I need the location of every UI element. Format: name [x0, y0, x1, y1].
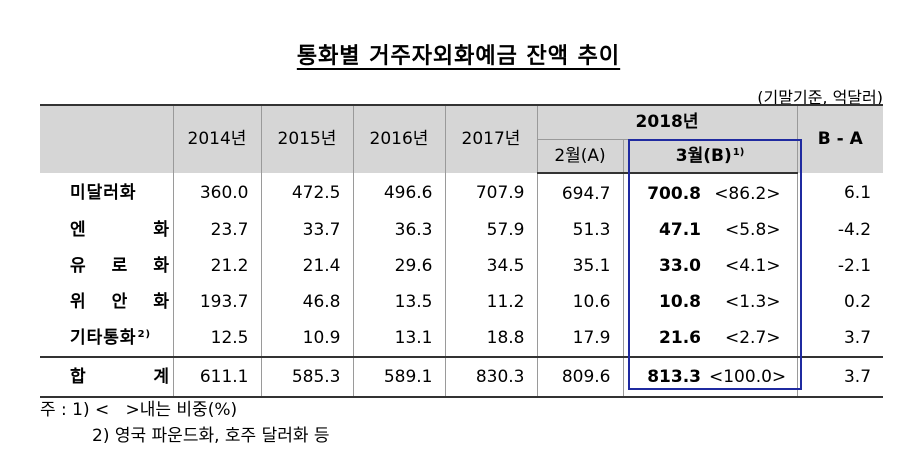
value-diff: -4.2: [796, 212, 884, 248]
header-2018: 2018년: [536, 104, 798, 140]
footnote-2: 2) 영국 파운드화, 호주 달러화 등: [92, 426, 330, 446]
value-diff: 3.7: [796, 320, 884, 357]
table-title: 통화별 거주자외화예금 잔액 추이: [296, 44, 621, 69]
value-2016: 589.1: [352, 356, 445, 398]
value-feb: 35.1: [536, 248, 623, 284]
value-mar: 700.8: [622, 173, 709, 212]
table-row: 유 로 화 21.2 21.4 29.6 34.5 35.1 33.0 <4.1> -2.1: [40, 248, 884, 284]
value-2014: 611.1: [172, 356, 261, 398]
table-row: 엔 화 23.7 33.7 36.3 57.9 51.3 47.1 <5.8> -4.2: [40, 212, 884, 248]
deposit-balance-table: 2014년 2015년 2016년 2017년 2018년 B - A 2월(A…: [40, 104, 884, 398]
value-2014: 193.7: [172, 284, 261, 320]
value-2017: 34.5: [444, 248, 537, 284]
value-2016: 13.1: [352, 320, 445, 357]
value-share: <1.3>: [725, 291, 781, 312]
value-2015: 46.8: [260, 284, 353, 320]
header-b-minus-a: B - A: [796, 104, 884, 173]
value-2015: 21.4: [260, 248, 353, 284]
value-2014: 21.2: [172, 248, 261, 284]
currency-name: 미달러화: [70, 183, 137, 203]
value-share: <4.1>: [725, 255, 781, 276]
value-share: <86.2>: [714, 183, 781, 204]
value-diff: 0.2: [796, 284, 884, 320]
footnote-1: 주 : 1) < >내는 비중(%): [40, 400, 238, 420]
value-2017: 18.8: [444, 320, 537, 357]
value-2016: 29.6: [352, 248, 445, 284]
value-mar: 47.1: [622, 212, 709, 248]
value-2016: 496.6: [352, 173, 445, 212]
header-2016: 2016년: [352, 104, 446, 173]
value-feb: 17.9: [536, 320, 623, 357]
value-feb: 809.6: [536, 356, 623, 398]
value-share: <5.8>: [725, 219, 781, 240]
value-2015: 33.7: [260, 212, 353, 248]
value-2014: 12.5: [172, 320, 261, 357]
table-row: 기타통화2) 12.5 10.9 13.1 18.8 17.9 21.6 <2.7> 3.7: [40, 320, 884, 357]
value-2015: 585.3: [260, 356, 353, 398]
value-feb: 51.3: [536, 212, 623, 248]
value-2017: 707.9: [444, 173, 537, 212]
value-share: <2.7>: [725, 327, 781, 348]
value-diff: 6.1: [796, 173, 884, 212]
table-row: 미달러화 360.0 472.5 496.6 707.9 694.7 700.8 <86.2>…: [40, 173, 884, 212]
header-feb: 2월(A): [536, 139, 624, 174]
value-2016: 36.3: [352, 212, 445, 248]
header-currency: [40, 104, 174, 173]
value-2015: 472.5: [260, 173, 353, 212]
unit-label: (기말기준, 억달러): [757, 88, 883, 107]
value-2014: 23.7: [172, 212, 261, 248]
value-2017: 11.2: [444, 284, 537, 320]
value-mar: 33.0: [622, 248, 709, 284]
total-row: 합 계 611.1 585.3 589.1 830.3 809.6 813.3 <100.0> 3…: [40, 356, 884, 398]
header-mar: 3월(B)1): [622, 139, 798, 174]
header-2017: 2017년: [444, 104, 538, 173]
value-2015: 10.9: [260, 320, 353, 357]
table-row: 위 안 화 193.7 46.8 13.5 11.2 10.6 10.8 <1.3> 0.2: [40, 284, 884, 320]
header-2014: 2014년: [172, 104, 262, 173]
value-mar: 10.8: [622, 284, 709, 320]
footnotes: 주 : 1) < >내는 비중(%) 2) 영국 파운드화, 호주 달러화 등: [40, 397, 330, 449]
value-diff: -2.1: [796, 248, 884, 284]
value-share: <100.0>: [709, 356, 798, 398]
value-mar: 813.3: [622, 356, 709, 398]
value-2014: 360.0: [172, 173, 261, 212]
value-mar: 21.6: [622, 320, 709, 357]
value-2016: 13.5: [352, 284, 445, 320]
value-feb: 694.7: [536, 173, 623, 212]
header-2015: 2015년: [260, 104, 354, 173]
value-diff: 3.7: [796, 356, 884, 398]
value-2017: 830.3: [444, 356, 537, 398]
value-feb: 10.6: [536, 284, 623, 320]
value-2017: 57.9: [444, 212, 537, 248]
currency-name: 기타통화2): [70, 327, 152, 348]
